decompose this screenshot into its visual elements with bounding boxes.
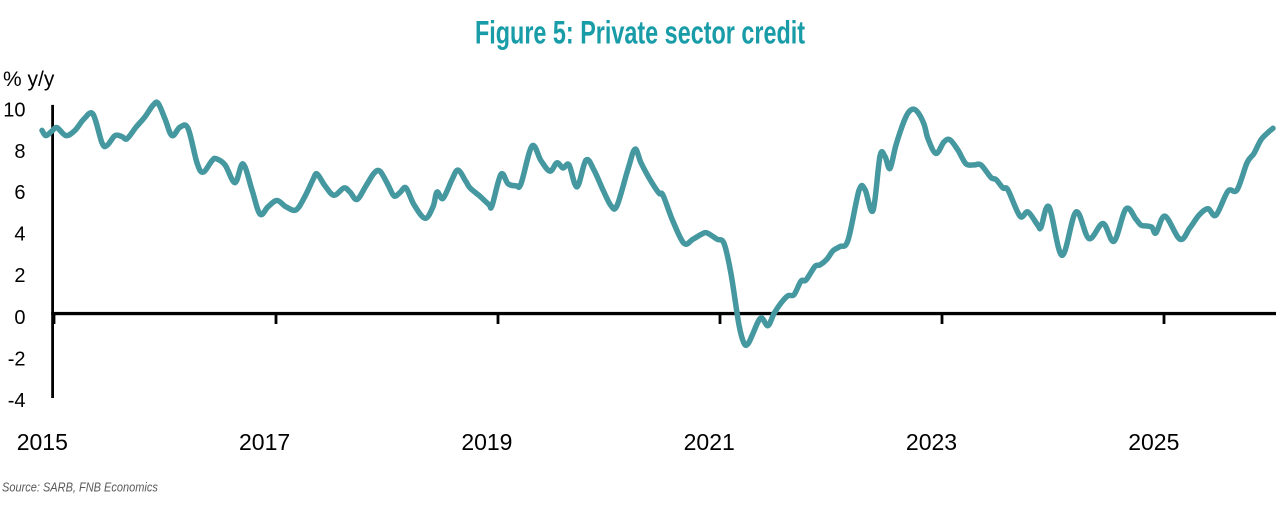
svg-text:-2: -2 <box>8 349 26 371</box>
svg-text:Source: SARB, FNB Economics: Source: SARB, FNB Economics <box>2 479 158 494</box>
svg-text:6: 6 <box>14 182 25 204</box>
svg-text:10: 10 <box>3 100 25 122</box>
svg-text:2023: 2023 <box>906 429 957 455</box>
svg-text:Figure 5: Private sector credi: Figure 5: Private sector credit <box>475 15 805 50</box>
svg-text:2021: 2021 <box>684 429 735 455</box>
svg-text:4: 4 <box>14 224 25 246</box>
svg-text:2017: 2017 <box>239 429 290 455</box>
svg-text:2: 2 <box>14 265 25 287</box>
svg-text:8: 8 <box>14 141 25 163</box>
svg-text:2019: 2019 <box>461 429 512 455</box>
svg-text:2015: 2015 <box>17 429 68 455</box>
svg-text:0: 0 <box>14 307 25 329</box>
svg-text:2025: 2025 <box>1128 429 1179 455</box>
svg-text:-4: -4 <box>8 390 26 412</box>
svg-text:% y/y: % y/y <box>3 68 55 91</box>
